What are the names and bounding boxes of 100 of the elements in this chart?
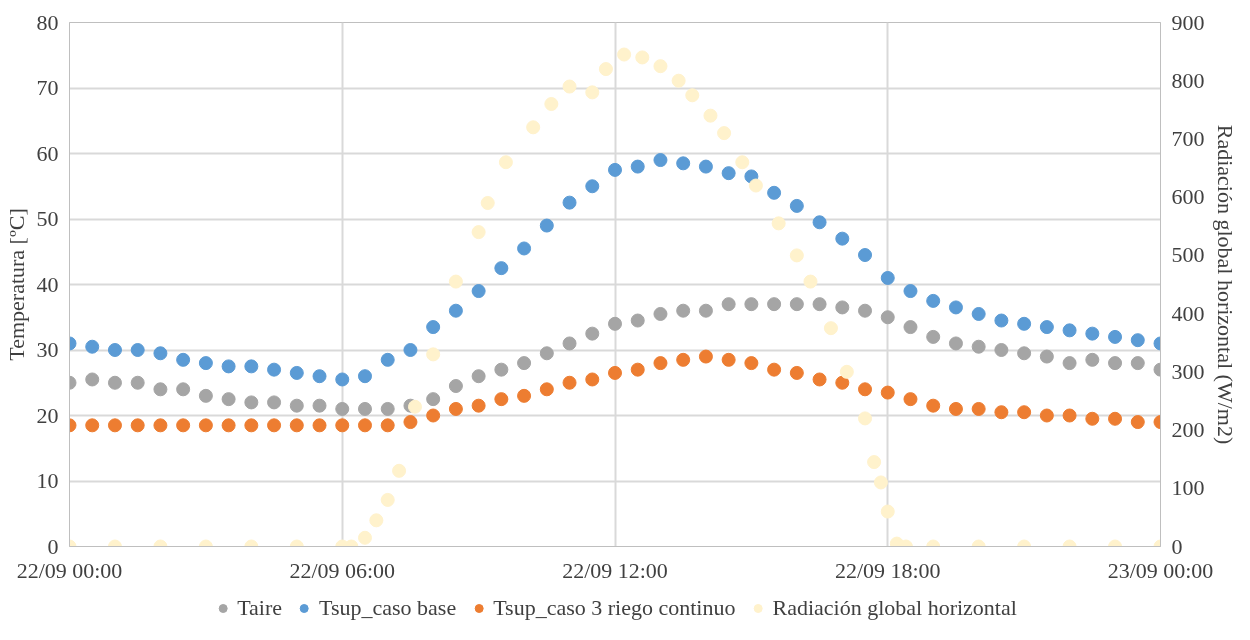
point <box>653 153 668 168</box>
point <box>1108 411 1123 426</box>
point <box>903 392 918 407</box>
legend-label: Radiación global horizontal <box>772 594 1017 621</box>
point <box>403 415 418 430</box>
point <box>380 418 395 433</box>
point <box>562 195 577 210</box>
point <box>471 369 486 384</box>
point <box>789 365 804 380</box>
point <box>653 356 668 371</box>
point <box>221 392 236 407</box>
point <box>267 395 282 410</box>
point <box>539 382 554 397</box>
y2-tick-label: 500 <box>1171 242 1205 268</box>
point <box>1039 320 1054 335</box>
y-tick-label: 70 <box>36 75 59 100</box>
point <box>198 388 213 403</box>
point <box>289 365 304 380</box>
point <box>721 352 736 367</box>
point <box>426 392 441 407</box>
x-tick-label: 22/09 00:00 <box>16 557 123 583</box>
point <box>517 356 532 371</box>
point <box>926 329 941 344</box>
point <box>357 401 372 416</box>
point <box>107 418 122 433</box>
point <box>312 418 327 433</box>
point <box>289 398 304 413</box>
y-tick-label: 30 <box>36 337 59 362</box>
point <box>494 362 509 377</box>
point <box>471 284 486 299</box>
point <box>789 297 804 312</box>
point <box>835 300 850 315</box>
y2-axis-title: Radiación global horizontal (W/m2) <box>1212 124 1238 445</box>
point <box>562 336 577 351</box>
point <box>994 343 1009 357</box>
point <box>608 365 622 380</box>
y2-tick-label: 200 <box>1171 417 1205 443</box>
y-tick-label: 60 <box>36 140 59 166</box>
point <box>107 375 122 390</box>
point <box>858 382 873 397</box>
point <box>380 352 395 367</box>
y-tick-label: 50 <box>36 206 59 231</box>
point <box>289 418 304 433</box>
point <box>244 395 259 410</box>
point <box>380 401 395 416</box>
y2-tick-label: 300 <box>1171 358 1205 384</box>
point <box>903 320 918 335</box>
point <box>971 306 986 321</box>
point <box>630 362 645 377</box>
legend-label: Tsup_caso base <box>319 594 457 621</box>
point <box>585 372 600 387</box>
point <box>1039 349 1054 364</box>
point <box>335 372 350 387</box>
point <box>267 362 282 377</box>
point <box>608 162 622 177</box>
point <box>812 215 827 230</box>
point <box>1039 408 1054 423</box>
x-tick-label: 22/09 18:00 <box>834 557 941 583</box>
point <box>1130 333 1145 348</box>
point <box>1062 356 1077 371</box>
y-tick-label: 0 <box>47 533 59 559</box>
y2-tick-label: 800 <box>1171 67 1205 93</box>
point <box>721 297 736 312</box>
point <box>85 339 100 354</box>
point <box>471 398 486 413</box>
point <box>1085 411 1100 426</box>
point <box>130 343 145 357</box>
point <box>244 359 259 374</box>
y2-tick-label: 400 <box>1171 300 1205 326</box>
point <box>698 303 713 318</box>
point <box>1017 405 1032 420</box>
y2-tick-label: 100 <box>1171 475 1205 501</box>
point <box>698 159 713 174</box>
point <box>744 356 759 371</box>
y-tick-label: 40 <box>36 271 59 297</box>
point <box>198 356 213 371</box>
point <box>676 352 691 367</box>
point <box>994 313 1009 328</box>
point <box>176 382 191 397</box>
point <box>971 401 986 416</box>
point <box>85 372 100 387</box>
point <box>357 418 372 433</box>
point <box>948 336 963 351</box>
point <box>1017 316 1032 331</box>
point <box>267 418 282 433</box>
point <box>858 303 873 318</box>
point <box>835 231 850 246</box>
point <box>971 339 986 354</box>
point <box>426 408 441 423</box>
point <box>948 300 963 315</box>
y-tick-label: 80 <box>36 9 59 35</box>
point <box>426 320 441 335</box>
y2-tick-label: 0 <box>1171 533 1183 559</box>
point <box>1085 326 1100 341</box>
point <box>653 306 668 321</box>
point <box>1130 356 1145 371</box>
y-tick-label: 10 <box>36 468 59 493</box>
point <box>107 343 122 357</box>
point <box>403 343 418 357</box>
point <box>608 316 622 331</box>
